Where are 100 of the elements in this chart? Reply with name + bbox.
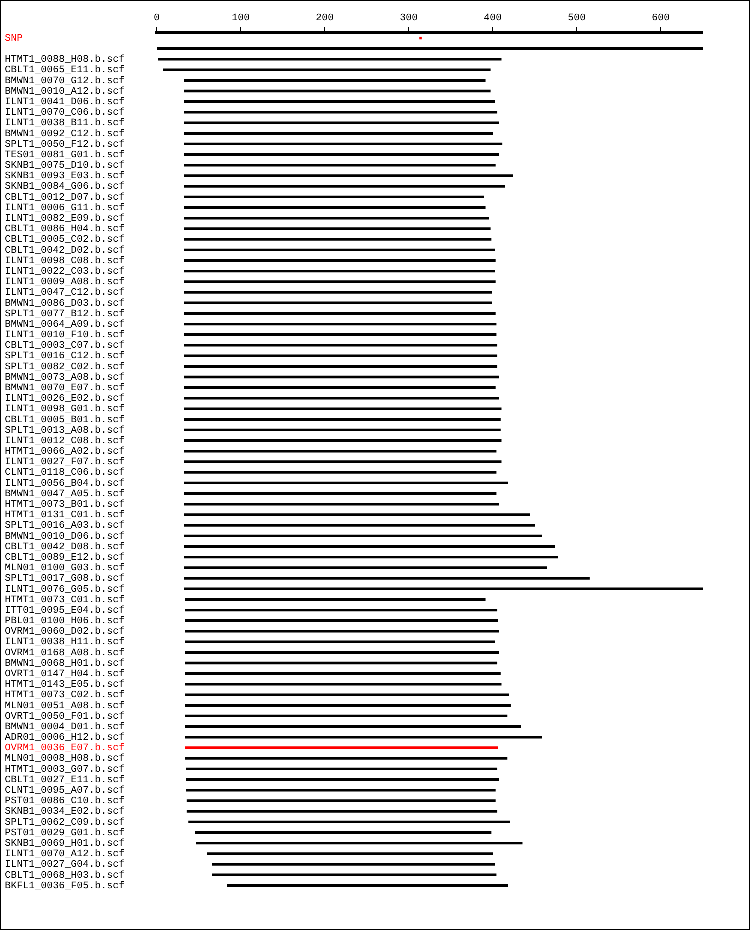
bar: [185, 662, 498, 665]
y-tick-label: MLN01_0100_G03.b.scf: [5, 562, 126, 575]
bar: [185, 620, 498, 622]
y-tick-label: HTMT1_0143_E05.b.scf: [5, 679, 126, 692]
y-tick-label: SPLT1_0016_C12.b.scf: [5, 350, 126, 363]
bar: [184, 90, 491, 93]
y-tick-label: ILNT1_0006_G11.b.scf: [5, 202, 126, 214]
bar: [185, 725, 522, 728]
y-tick-label: TES01_0081_G01.b.scf: [5, 149, 126, 162]
bar: [184, 196, 484, 199]
x-tick-label: 0: [154, 14, 160, 25]
bar: [184, 566, 548, 570]
y-tick-label: ILNT1_0098_C08.b.scf: [5, 255, 126, 268]
y-tick-label: ILNT1_0026_E02.b.scf: [5, 393, 126, 406]
bar: [184, 79, 486, 82]
bar: [158, 58, 502, 61]
y-tick-label: OVRM1_0168_A08.b.scf: [5, 647, 126, 660]
y-tick-label: SKNB1_0069_H01.b.scf: [5, 838, 126, 850]
y-tick-label: ILNT1_0098_G01.b.scf: [5, 404, 126, 416]
y-tick-label: PST01_0086_C10.b.scf: [5, 796, 126, 808]
bar: [184, 270, 496, 273]
y-tick-label: OVRT1_0050_F01.b.scf: [5, 710, 126, 723]
bar: [185, 651, 500, 654]
y-tick-label: OVRM1_0036_E07.b.scf: [5, 742, 126, 755]
bar: [184, 248, 496, 252]
y-tick-label: HTMT1_0073_B01.b.scf: [5, 499, 126, 512]
x-tick-label: 400: [484, 14, 502, 25]
bar: [184, 312, 496, 316]
bar: [184, 206, 486, 210]
y-tick-label: HTMT1_0066_A02.b.scf: [5, 446, 126, 458]
y-tick-label: SKNB1_0093_E03.b.scf: [5, 170, 126, 183]
x-tick-label: 100: [232, 14, 250, 25]
bar: [184, 514, 530, 516]
y-tick-label: OVRT1_0147_H04.b.scf: [5, 668, 126, 680]
bar: [185, 608, 498, 612]
y-tick-label: SPLT1_0013_A08.b.scf: [5, 424, 126, 437]
bar: [184, 492, 497, 496]
bar: [184, 322, 497, 326]
y-tick-label: ILNT1_0070_C06.b.scf: [5, 107, 126, 120]
y-tick-label: SNP: [5, 34, 24, 45]
bar: [227, 884, 508, 888]
bar: [185, 704, 511, 707]
bar: [196, 842, 523, 845]
y-tick-label: ILNT1_0027_G04.b.scf: [5, 859, 126, 872]
bar: [186, 800, 496, 802]
y-tick-label: BMWN1_0004_D01.b.scf: [5, 721, 126, 734]
y-tick-label: ITT01_0095_E04.b.scf: [5, 604, 126, 617]
y-tick-label: BMWN1_0070_E07.b.scf: [5, 382, 126, 394]
y-tick-label: CBLT1_0042_D08.b.scf: [5, 541, 126, 554]
bar: [184, 164, 496, 167]
bar: [184, 439, 502, 442]
bar: [184, 153, 500, 156]
bar: [184, 344, 498, 347]
bar: [157, 48, 703, 50]
bar: [186, 789, 496, 792]
y-tick-label: ILNT1_0070_A12.b.scf: [5, 848, 126, 861]
bar: [207, 852, 494, 856]
y-tick-label: BMWN1_0010_A12.b.scf: [5, 86, 126, 98]
y-tick-label: HTMT1_0073_C01.b.scf: [5, 594, 126, 606]
y-tick-label: SPLT1_0050_F12.b.scf: [5, 138, 126, 151]
y-tick-label: PBL01_0100_H06.b.scf: [5, 616, 126, 628]
bar: [184, 577, 590, 580]
bar: [185, 630, 500, 633]
y-tick-label: ILNT1_0076_G05.b.scf: [5, 584, 126, 596]
bar: [184, 217, 490, 220]
bar: [184, 100, 496, 104]
bar: [163, 68, 491, 72]
bar: [184, 450, 497, 453]
y-tick-label: HTMT1_0131_C01.b.scf: [5, 510, 126, 522]
y-tick-label: HTMT1_0003_G07.b.scf: [5, 764, 126, 776]
bar: [184, 556, 558, 559]
bar: [184, 259, 496, 262]
y-tick-label: BMWN1_0064_A09.b.scf: [5, 318, 126, 331]
y-tick-label: SPLT1_0077_B12.b.scf: [5, 308, 126, 320]
bar: [184, 238, 492, 241]
bar: [185, 714, 508, 718]
y-tick-label: ILNT1_0082_E09.b.scf: [5, 213, 126, 226]
bar: [185, 683, 502, 686]
y-tick-label: ILNT1_0012_C08.b.scf: [5, 435, 126, 448]
y-tick-label: CBLT1_0003_C07.b.scf: [5, 340, 126, 352]
bar: [184, 280, 496, 284]
bar: [184, 408, 502, 410]
bar: [186, 810, 498, 813]
bar: [185, 640, 496, 644]
bar: [212, 863, 496, 866]
bar: [184, 228, 491, 230]
y-tick-label: BMWN1_0068_H01.b.scf: [5, 658, 126, 670]
bar: [184, 142, 503, 146]
y-tick-label: SKNB1_0034_E02.b.scf: [5, 806, 126, 818]
bar: [184, 185, 506, 188]
y-tick-label: HTMT1_0088_H08.b.scf: [5, 54, 126, 66]
x-tick-label: 200: [316, 14, 334, 25]
y-tick-label: BMWN1_0010_D06.b.scf: [5, 530, 126, 543]
y-tick-label: CBLT1_0065_E11.b.scf: [5, 64, 126, 77]
y-tick-label: ILNT1_0056_B04.b.scf: [5, 478, 126, 490]
bar: [185, 736, 542, 739]
bar: [184, 132, 494, 135]
bar: [184, 365, 498, 368]
bar: [185, 757, 508, 760]
y-tick-label: CLNT1_0095_A07.b.scf: [5, 785, 126, 798]
